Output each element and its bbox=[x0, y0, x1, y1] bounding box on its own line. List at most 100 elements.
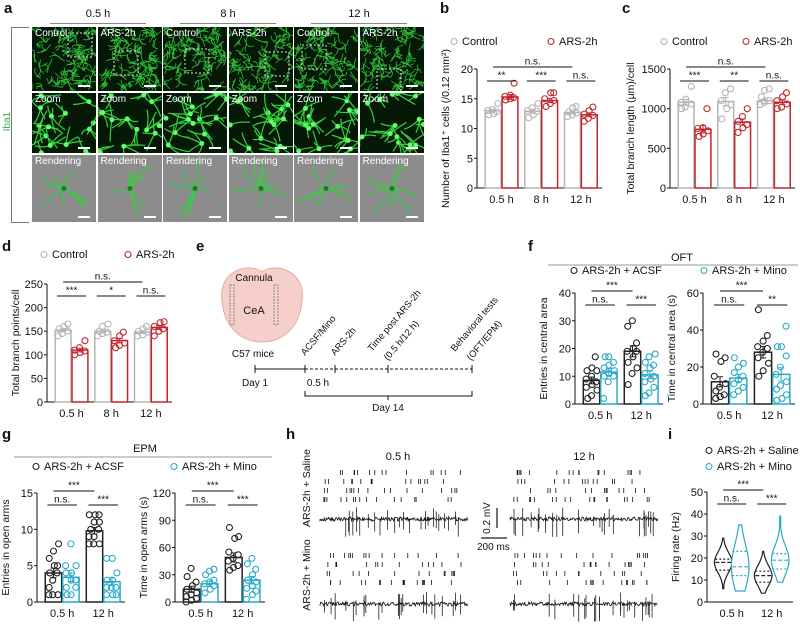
zoom-region-box bbox=[264, 51, 289, 77]
data-point bbox=[734, 387, 742, 395]
chart-b: 0 5 10 15 20 Number of Iba1⁺ cells (/0.12 mm²… bbox=[440, 36, 602, 208]
y-tick-label: 15 bbox=[21, 488, 33, 500]
bar bbox=[717, 100, 735, 189]
data-point bbox=[119, 328, 127, 336]
significance-label: *** bbox=[237, 495, 249, 506]
x-tick-label: 0.5 h bbox=[59, 408, 83, 420]
data-point bbox=[726, 85, 735, 93]
data-point bbox=[681, 103, 689, 111]
legend-label: Control bbox=[52, 249, 87, 261]
stain-label-box: Iba1 bbox=[2, 27, 29, 223]
data-point bbox=[763, 331, 771, 340]
legend-marker bbox=[742, 37, 750, 46]
data-point bbox=[49, 591, 57, 599]
data-point bbox=[94, 525, 103, 533]
data-point bbox=[703, 105, 711, 113]
zoom-image: Zoom bbox=[359, 93, 424, 153]
data-point bbox=[103, 583, 111, 592]
voltage-trace bbox=[319, 515, 469, 523]
data-point bbox=[112, 344, 120, 352]
data-point bbox=[150, 332, 158, 340]
data-point bbox=[601, 353, 609, 361]
violin bbox=[730, 524, 750, 592]
data-point bbox=[591, 353, 599, 361]
data-point bbox=[494, 99, 502, 108]
row-label: Rendering bbox=[362, 156, 409, 167]
bar bbox=[54, 329, 72, 403]
data-point bbox=[754, 343, 762, 351]
data-point bbox=[252, 565, 260, 573]
data-point bbox=[565, 108, 573, 116]
data-point bbox=[782, 391, 791, 399]
data-point bbox=[773, 105, 781, 113]
panel-label-h: h bbox=[286, 426, 296, 443]
significance-label: ** bbox=[498, 71, 506, 82]
data-point bbox=[572, 102, 580, 111]
x-tick-label: 12 h bbox=[630, 410, 651, 422]
data-point bbox=[677, 98, 685, 106]
y-tick-label: 30 bbox=[159, 570, 171, 582]
scale-bar bbox=[143, 147, 156, 149]
significance-label: *** bbox=[68, 481, 80, 492]
y-axis-label: Total branch points/cell bbox=[10, 290, 22, 397]
zoom-region-box bbox=[113, 50, 138, 76]
data-point bbox=[529, 111, 537, 119]
data-point bbox=[231, 534, 239, 542]
scale-bar bbox=[274, 216, 287, 218]
bar bbox=[540, 99, 559, 189]
data-point bbox=[624, 381, 632, 389]
data-point bbox=[572, 109, 581, 117]
significance-label: n.s. bbox=[724, 494, 740, 505]
significance-label: n.s. bbox=[54, 495, 70, 506]
scale-bar bbox=[209, 147, 221, 149]
data-point bbox=[777, 343, 785, 351]
data-point bbox=[53, 562, 62, 570]
data-point bbox=[243, 584, 251, 592]
data-point bbox=[108, 554, 116, 562]
legend-marker bbox=[570, 266, 578, 275]
rendering-image: Rendering bbox=[32, 155, 96, 222]
data-point bbox=[107, 583, 115, 592]
data-point bbox=[72, 583, 80, 592]
legend-marker bbox=[450, 37, 458, 46]
data-point bbox=[252, 587, 260, 595]
significance-label: n.s. bbox=[193, 495, 209, 506]
row-label: Rendering bbox=[297, 156, 344, 167]
data-point bbox=[81, 347, 89, 355]
voltage-trace bbox=[319, 600, 469, 608]
data-point bbox=[103, 328, 111, 336]
panel-label-i: i bbox=[668, 426, 673, 443]
overview-image: Control bbox=[32, 27, 96, 91]
data-point bbox=[248, 554, 256, 562]
x-tick-label: 8 h bbox=[104, 408, 119, 420]
legend-label: ARS-2h + ACSF bbox=[44, 461, 124, 473]
row-label: Rendering bbox=[100, 156, 147, 167]
zoom-image: Zoom bbox=[294, 93, 358, 153]
rendering-image: Rendering bbox=[359, 155, 424, 222]
zoom-region-box bbox=[301, 44, 327, 70]
data-point bbox=[589, 111, 597, 119]
data-point bbox=[718, 115, 726, 123]
data-point bbox=[50, 562, 58, 570]
panel-label-a: a bbox=[4, 0, 13, 17]
header-line bbox=[180, 23, 276, 24]
data-point bbox=[134, 332, 142, 340]
zoom-image: Zoom bbox=[32, 93, 96, 153]
panel-label-g: g bbox=[2, 426, 12, 443]
y-tick-label: 0 bbox=[693, 399, 699, 411]
legend-label: ARS-2h + Mino bbox=[182, 461, 257, 473]
significance-label: *** bbox=[535, 71, 547, 82]
data-point bbox=[624, 322, 632, 330]
data-point bbox=[104, 320, 112, 328]
data-point bbox=[46, 569, 54, 577]
row-label: Zoom bbox=[35, 94, 61, 105]
data-point bbox=[187, 564, 195, 572]
data-point bbox=[624, 358, 632, 366]
data-point bbox=[628, 317, 636, 325]
scale-bar bbox=[209, 85, 221, 87]
data-point bbox=[782, 322, 790, 330]
y-tick-label: 90 bbox=[159, 515, 171, 527]
significance-label: n.s. bbox=[95, 272, 111, 283]
mice-label: C57 mice bbox=[232, 349, 275, 360]
